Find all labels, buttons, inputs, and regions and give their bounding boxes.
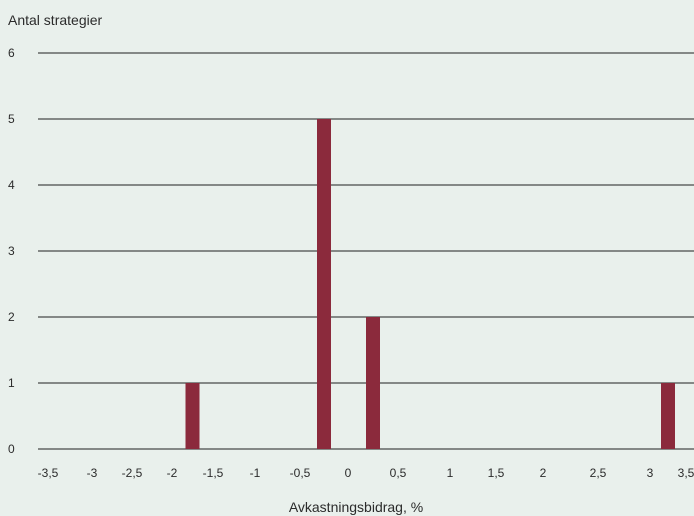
x-axis-title: Avkastningsbidrag, % xyxy=(289,499,423,515)
y-tick-labels: 0 1 2 3 4 5 6 xyxy=(8,46,15,456)
x-tick-label: -0,5 xyxy=(290,466,311,480)
bar xyxy=(317,119,331,449)
x-tick-label: 3,5 xyxy=(678,466,694,480)
y-tick-label: 1 xyxy=(8,376,15,390)
y-tick-label: 2 xyxy=(8,310,15,324)
y-tick-label: 4 xyxy=(8,178,15,192)
bar xyxy=(661,383,675,449)
x-tick-label: 3 xyxy=(647,466,654,480)
x-tick-label: 2 xyxy=(540,466,547,480)
bar xyxy=(366,317,380,449)
bars xyxy=(185,119,675,449)
y-tick-label: 5 xyxy=(8,112,15,126)
y-tick-label: 0 xyxy=(8,442,15,456)
bar xyxy=(185,383,200,449)
x-tick-label: -3 xyxy=(87,466,98,480)
x-tick-label: -1,5 xyxy=(203,466,224,480)
y-tick-label: 3 xyxy=(8,244,15,258)
y-axis-title: Antal strategier xyxy=(8,12,102,28)
x-tick-label: -1 xyxy=(250,466,261,480)
x-tick-label: 0,5 xyxy=(390,466,407,480)
y-tick-label: 6 xyxy=(8,46,15,60)
x-tick-label: 2,5 xyxy=(590,466,607,480)
x-tick-labels: -3,5 -3 -2,5 -2 -1,5 -1 -0,5 0 0,5 1 1,5 2 2,5 3 3,5 xyxy=(38,466,694,480)
x-tick-label: 0 xyxy=(345,466,352,480)
x-tick-label: 1,5 xyxy=(488,466,505,480)
x-tick-label: -2 xyxy=(167,466,178,480)
x-tick-label: -2,5 xyxy=(122,466,143,480)
x-tick-label: -3,5 xyxy=(38,466,59,480)
x-tick-label: 1 xyxy=(447,466,454,480)
